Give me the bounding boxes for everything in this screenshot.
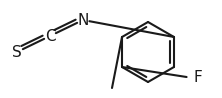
Text: F: F xyxy=(193,70,202,85)
Text: S: S xyxy=(12,44,22,59)
Text: N: N xyxy=(77,13,89,28)
Text: C: C xyxy=(45,29,55,44)
